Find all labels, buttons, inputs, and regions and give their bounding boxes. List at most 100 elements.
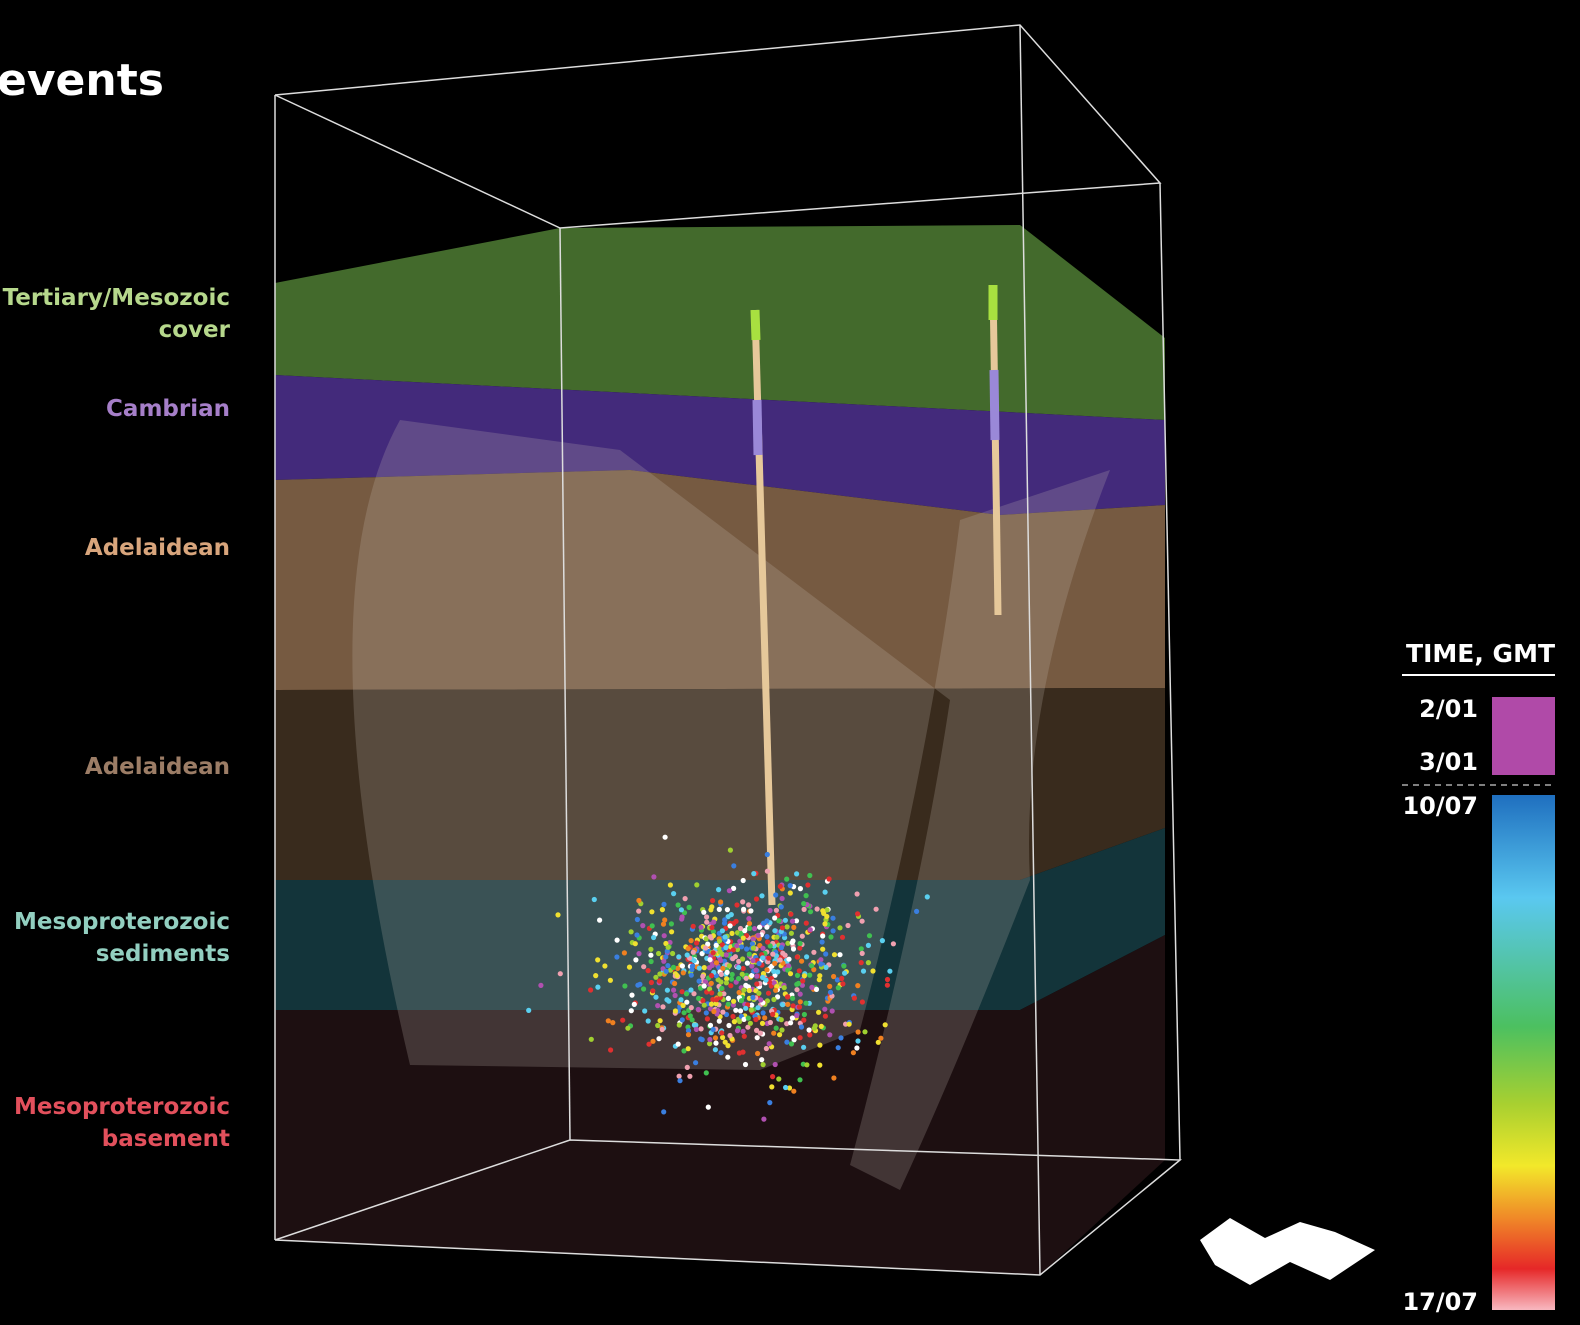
event-dot <box>707 934 713 940</box>
event-dot <box>828 934 834 940</box>
event-dot <box>800 978 806 984</box>
event-dot <box>801 901 807 907</box>
event-dot <box>758 997 764 1003</box>
event-dot <box>680 1002 686 1009</box>
event-dot <box>707 1022 714 1028</box>
legend-label: 2/01 <box>1419 695 1478 723</box>
event-dot <box>737 938 743 944</box>
event-dot <box>555 912 561 918</box>
event-dot <box>661 901 667 908</box>
event-dot <box>712 1035 719 1041</box>
event-dot <box>746 920 753 927</box>
event-dot <box>827 1032 833 1038</box>
event-dot <box>756 960 762 967</box>
event-dot <box>817 1062 823 1068</box>
event-dot <box>678 907 685 913</box>
event-dot <box>759 1057 765 1063</box>
event-dot <box>766 1041 772 1047</box>
event-dot <box>622 983 628 989</box>
event-dot <box>799 958 805 964</box>
event-dot <box>784 1039 790 1045</box>
event-dot <box>756 990 762 996</box>
event-dot <box>809 963 815 969</box>
event-dot <box>794 871 800 877</box>
event-dot <box>761 1116 767 1122</box>
event-dot <box>830 928 836 934</box>
event-dot <box>695 1006 701 1013</box>
event-dot <box>811 967 817 973</box>
event-dot <box>705 941 711 947</box>
event-dot <box>729 930 735 937</box>
event-dot <box>797 1077 803 1083</box>
event-dot <box>760 945 766 951</box>
event-dot <box>672 992 678 999</box>
event-dot <box>790 946 797 952</box>
event-dot <box>757 924 763 930</box>
event-dot <box>636 951 642 957</box>
event-dot <box>707 957 713 963</box>
event-dot <box>602 963 608 969</box>
event-dot <box>724 976 730 982</box>
event-dot <box>788 930 795 936</box>
event-dot <box>738 998 745 1004</box>
event-dot <box>851 995 858 1001</box>
event-dot <box>773 892 779 898</box>
event-dot <box>718 971 724 978</box>
event-dot <box>785 940 791 946</box>
event-dot <box>731 998 737 1004</box>
event-dot <box>767 1100 773 1106</box>
layer-adelaidean-upper <box>275 470 1165 690</box>
event-dot <box>725 995 732 1002</box>
event-dot <box>593 973 599 979</box>
event-dot <box>743 975 749 981</box>
event-dot <box>670 950 676 957</box>
event-dot <box>780 950 786 956</box>
event-dot <box>770 1074 776 1080</box>
event-dot <box>784 1021 790 1027</box>
event-dot <box>774 934 780 940</box>
event-dot <box>665 963 671 969</box>
event-dot <box>750 936 756 942</box>
event-dot <box>749 963 755 969</box>
event-dot <box>762 1015 768 1021</box>
event-dot <box>773 907 780 913</box>
layer-label: sediments <box>96 941 230 967</box>
event-dot <box>797 991 803 997</box>
event-dot <box>855 983 861 989</box>
event-dot <box>657 978 663 984</box>
event-dot <box>708 907 714 913</box>
event-dot <box>713 997 720 1003</box>
event-dot <box>767 1019 774 1026</box>
event-dot <box>865 960 872 966</box>
event-dot <box>665 944 671 950</box>
event-dot <box>701 1002 707 1008</box>
event-dot <box>830 915 836 921</box>
event-dot <box>757 1030 764 1036</box>
event-dot <box>620 1017 626 1023</box>
event-dot <box>672 1008 679 1014</box>
event-dot <box>794 1012 800 1019</box>
event-dot <box>779 925 786 931</box>
event-dot <box>681 1048 687 1054</box>
event-dot <box>728 912 734 918</box>
event-dot <box>725 1001 731 1007</box>
event-dot <box>607 977 614 983</box>
event-dot <box>689 1017 695 1023</box>
event-dot <box>814 906 820 912</box>
event-dot <box>767 907 773 914</box>
event-dot <box>701 983 707 989</box>
event-dot <box>771 1030 777 1036</box>
event-dot <box>887 968 893 974</box>
event-dot <box>597 917 603 923</box>
event-dot <box>813 986 820 993</box>
layer-label: Adelaidean <box>85 754 230 780</box>
event-dot <box>662 834 668 840</box>
event-dot <box>628 1008 634 1014</box>
event-dot <box>738 944 745 950</box>
layer-sediments <box>275 828 1165 1010</box>
event-dot <box>755 932 761 939</box>
event-dot <box>775 969 781 975</box>
event-dot <box>760 955 766 961</box>
event-dot <box>621 950 628 956</box>
event-dot <box>614 937 620 943</box>
